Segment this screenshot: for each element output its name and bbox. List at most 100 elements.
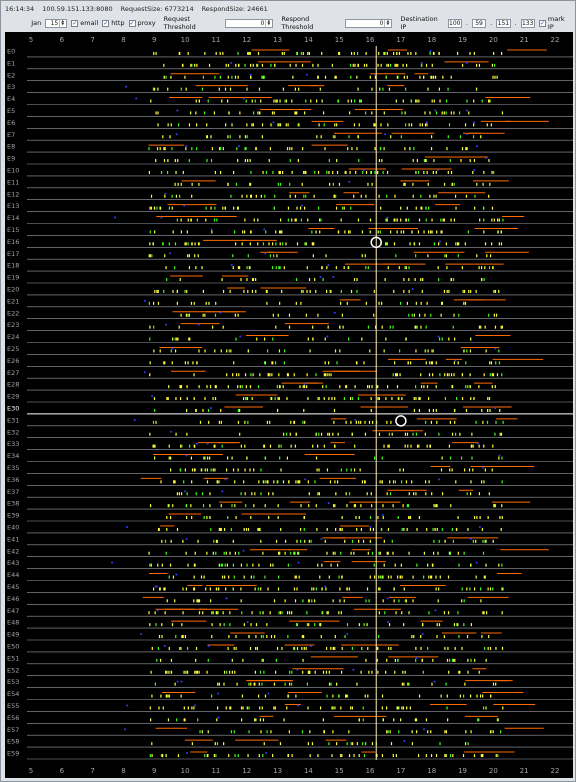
request-tick: [484, 266, 486, 270]
ip-dot-3: .: [514, 19, 517, 27]
request-tick: [243, 289, 245, 293]
request-tick: [244, 373, 247, 377]
request-tick: [190, 301, 193, 305]
request-tick: [210, 206, 212, 210]
request-tick: [216, 718, 218, 722]
email-tick: [289, 670, 291, 674]
x-tick-label-top: 19: [458, 36, 467, 44]
email-tick: [234, 230, 236, 234]
request-tick: [275, 539, 278, 543]
email-tick: [497, 754, 499, 758]
email-tick: [262, 635, 264, 639]
request-tick: [447, 575, 450, 579]
respond-threshold-label: Respond Threshold: [281, 15, 314, 31]
email-checkbox[interactable]: ✓ email: [71, 19, 98, 27]
proxy-dot: [369, 525, 372, 528]
request-tick: [233, 646, 235, 650]
proxy-check-icon[interactable]: ✓: [128, 19, 136, 27]
request-tick: [307, 218, 309, 222]
proxy-dot: [267, 692, 270, 695]
request-tick: [187, 563, 189, 567]
request-threshold-arrows-icon[interactable]: ▲ ▼: [265, 19, 271, 27]
request-tick: [396, 51, 398, 55]
request-tick: [317, 754, 319, 758]
row-label: E19: [7, 274, 19, 282]
request-tick: [157, 527, 160, 531]
ip-octet-2[interactable]: 59: [471, 18, 487, 28]
email-tick: [232, 254, 234, 258]
email-tick: [265, 170, 268, 174]
proxy-dot: [303, 383, 306, 386]
proxy-dot: [239, 335, 242, 338]
ip-octet-4[interactable]: 133: [520, 18, 535, 28]
request-tick: [433, 159, 435, 163]
request-tick: [418, 694, 421, 698]
email-tick: [245, 147, 247, 151]
request-threshold-stepper[interactable]: 0 ▲ ▼: [225, 18, 274, 28]
request-tick: [317, 313, 319, 317]
request-tick: [415, 301, 417, 305]
mark-ip-check-icon[interactable]: ✓: [538, 19, 546, 27]
ip-octet-1[interactable]: 100: [447, 18, 462, 28]
request-tick: [273, 599, 276, 603]
request-tick: [399, 373, 401, 377]
respond-threshold-arrows-icon[interactable]: ▲ ▼: [384, 19, 390, 27]
ip-dot-2: .: [490, 19, 493, 27]
request-tick: [433, 75, 435, 79]
http-check-icon[interactable]: ✓: [102, 19, 110, 27]
request-tick: [404, 444, 406, 448]
timeline-chart-svg[interactable]: 5566778899101011111212131314141515161617…: [5, 32, 573, 778]
request-tick: [431, 492, 433, 496]
request-tick: [191, 468, 194, 472]
email-check-icon[interactable]: ✓: [71, 19, 79, 27]
request-tick: [334, 646, 336, 650]
day-stepper-arrows-icon[interactable]: ▲ ▼: [59, 19, 65, 27]
request-tick: [252, 563, 254, 567]
ip-octet-3[interactable]: 151: [496, 18, 511, 28]
request-tick: [166, 397, 168, 401]
request-tick: [158, 587, 161, 591]
request-tick: [209, 599, 212, 603]
request-tick: [184, 468, 186, 472]
email-tick: [162, 242, 164, 246]
email-tick: [214, 75, 216, 79]
email-tick: [275, 242, 277, 246]
request-tick: [268, 516, 270, 520]
request-tick: [220, 504, 222, 508]
row-label: E29: [7, 393, 19, 401]
respond-threshold-stepper[interactable]: 0 ▲ ▼: [344, 18, 393, 28]
request-tick: [251, 611, 253, 615]
request-tick: [421, 289, 423, 293]
respond-threshold-value: 0: [379, 19, 384, 27]
request-tick: [156, 147, 159, 151]
timeline-plot[interactable]: 5 5 6 6 7 7 8 8 9 9 10 10 11 11 12 12 13 13 14 14 15 15 16 16 17…: [5, 32, 573, 778]
request-tick: [275, 325, 277, 329]
mark-ip-checkbox[interactable]: ✓ mark IP: [538, 15, 571, 31]
day-stepper[interactable]: 15 ▲ ▼: [45, 18, 68, 28]
request-tick: [371, 504, 373, 508]
request-tick: [358, 754, 360, 758]
request-tick: [239, 408, 241, 412]
x-tick-label-bottom: 9: [152, 767, 156, 775]
request-tick: [427, 397, 430, 401]
request-tick: [315, 99, 318, 103]
request-tick: [478, 325, 481, 329]
request-tick: [373, 123, 376, 127]
email-tick: [338, 694, 340, 698]
request-tick: [404, 182, 406, 186]
email-tick: [168, 575, 170, 579]
request-tick: [223, 682, 225, 686]
request-tick: [369, 527, 371, 531]
request-tick: [227, 63, 230, 67]
http-checkbox[interactable]: ✓ http: [102, 19, 125, 27]
request-tick: [279, 230, 281, 234]
request-tick: [172, 504, 174, 508]
request-tick: [278, 123, 280, 127]
request-tick: [260, 99, 262, 103]
request-tick: [322, 111, 325, 115]
row-label: E22: [7, 309, 19, 317]
request-tick: [403, 527, 405, 531]
request-tick: [166, 670, 168, 674]
request-tick: [335, 206, 338, 210]
proxy-checkbox[interactable]: ✓ proxy: [128, 19, 156, 27]
